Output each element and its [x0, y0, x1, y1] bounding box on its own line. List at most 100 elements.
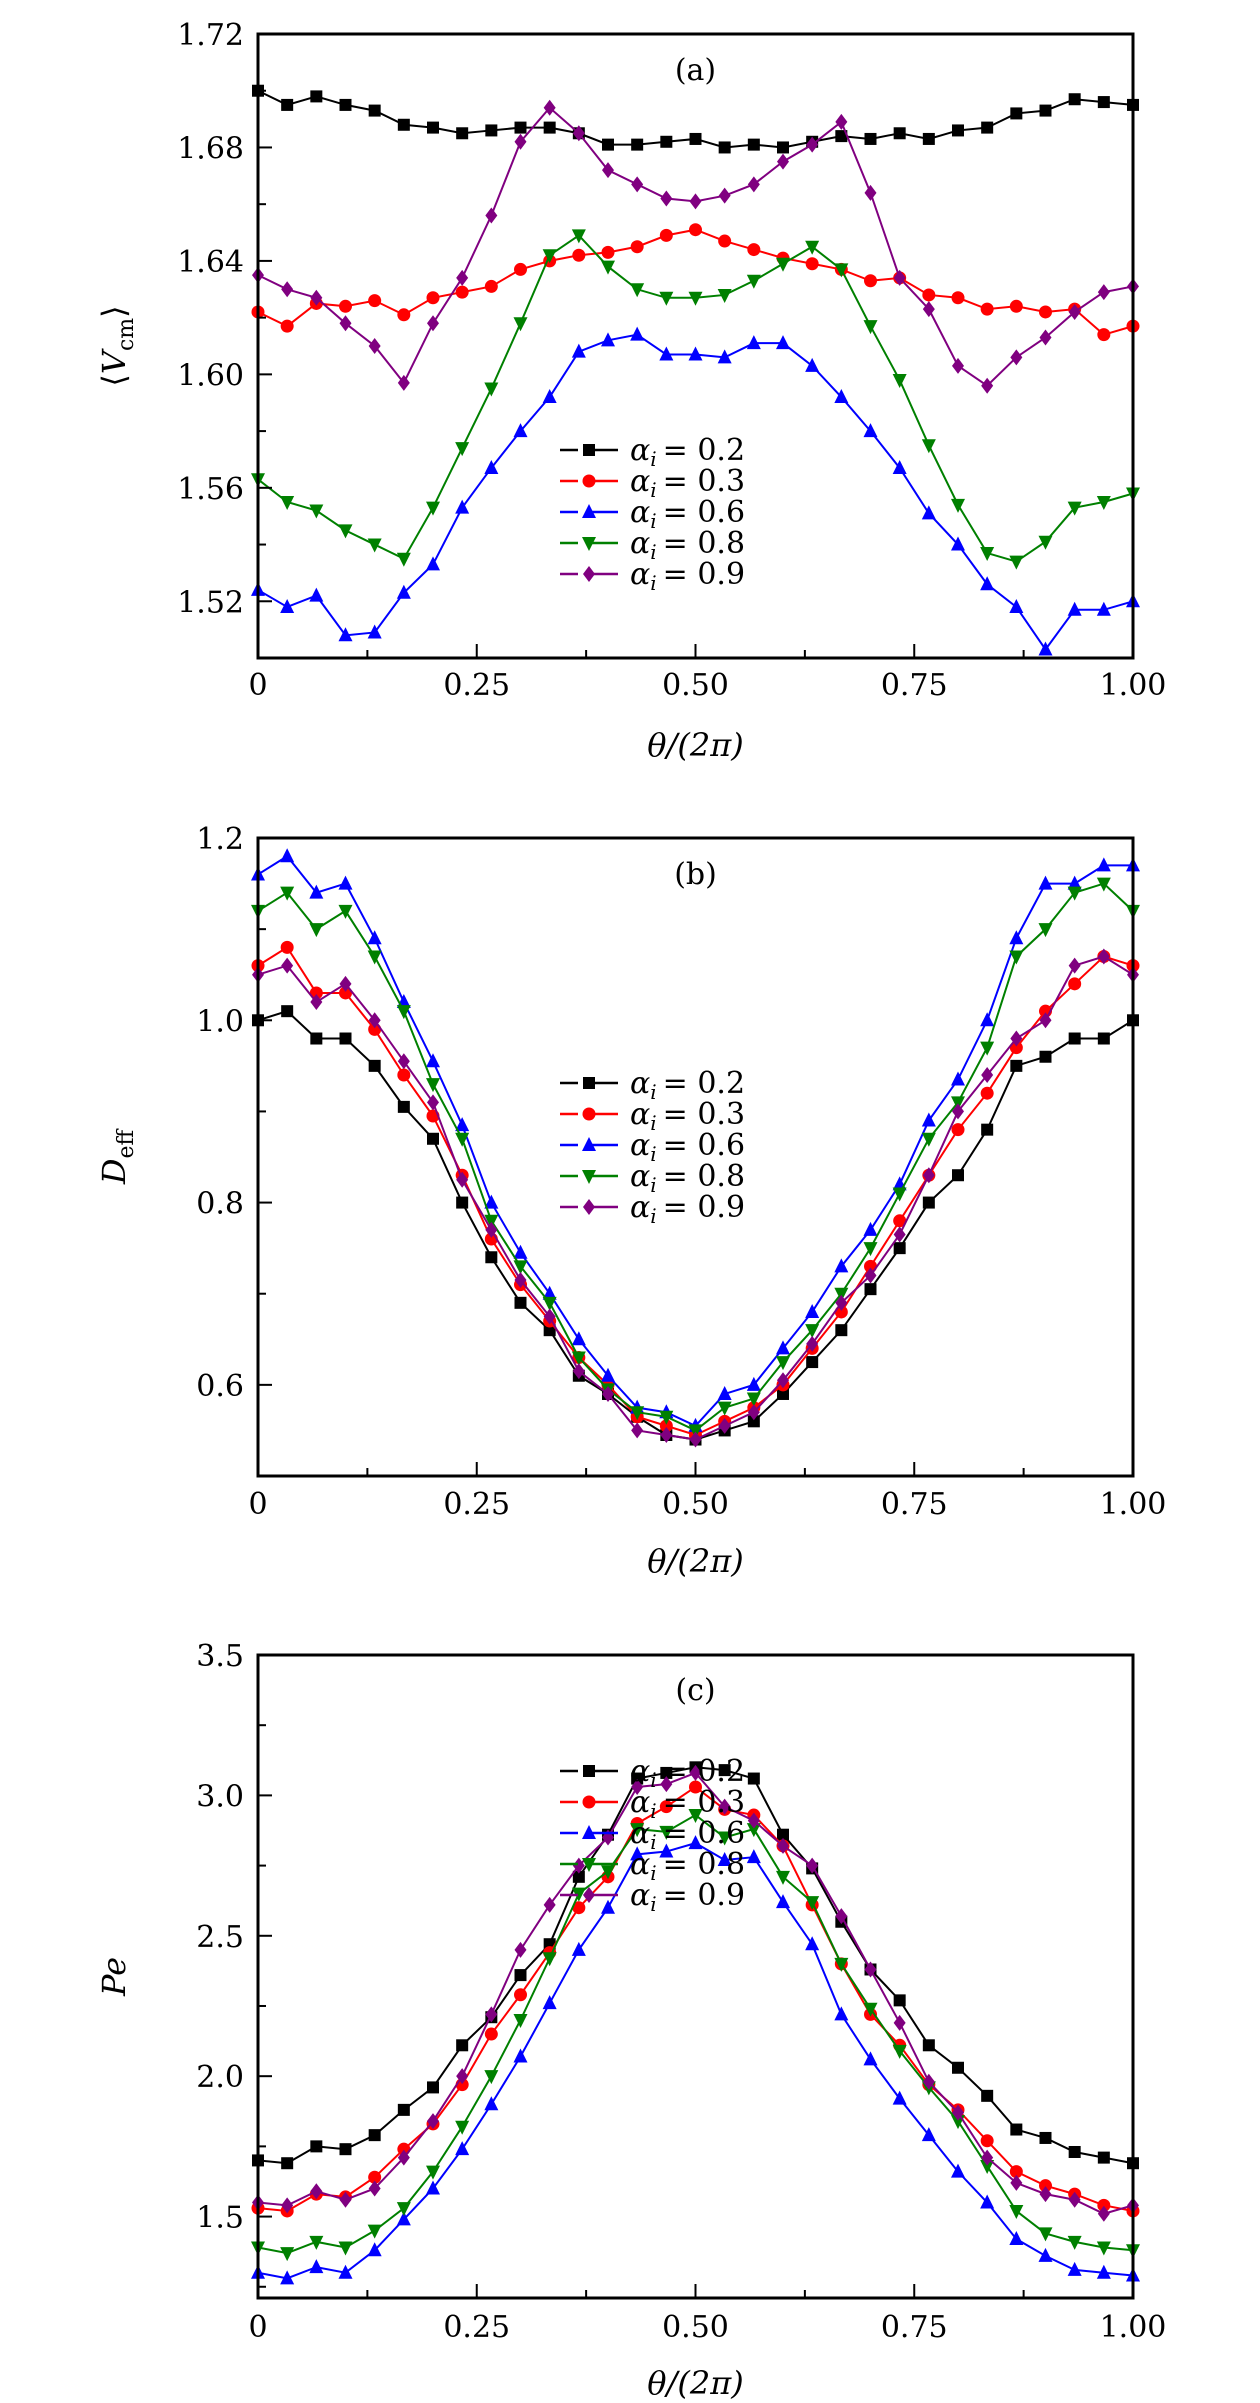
data-point — [746, 1823, 761, 1838]
data-point — [572, 1901, 586, 1915]
data-point — [747, 1415, 760, 1428]
legend-value: = 0.9 — [663, 1190, 745, 1225]
legend-marker — [583, 1199, 595, 1215]
data-point — [659, 1800, 673, 1814]
legend-symbol: α — [630, 526, 650, 561]
legend-label: αi = 0.8 — [630, 1847, 745, 1885]
data-point — [921, 2127, 936, 2142]
data-point — [630, 1846, 645, 1861]
data-point — [456, 1171, 469, 1188]
data-point — [339, 1032, 352, 1045]
series-4 — [252, 1764, 1139, 2222]
data-point — [602, 162, 614, 179]
data-point — [309, 923, 324, 938]
data-point — [1067, 2261, 1082, 2276]
data-point — [484, 1214, 499, 1229]
data-point — [746, 274, 761, 289]
data-point — [863, 423, 878, 438]
data-point — [980, 302, 994, 316]
legend-label: αi = 0.6 — [630, 1816, 745, 1854]
legend-value: = 0.6 — [663, 1816, 745, 1851]
data-point — [1067, 501, 1082, 516]
data-point — [571, 1887, 586, 1902]
legend: αi = 0.2αi = 0.3αi = 0.6αi = 0.8αi = 0.9 — [560, 1066, 745, 1228]
x-tick-label: 0.75 — [881, 1487, 948, 1522]
data-point — [455, 2120, 470, 2135]
data-point — [980, 2194, 995, 2209]
data-point — [513, 1244, 528, 1259]
data-point — [951, 498, 965, 513]
data-point — [835, 1324, 848, 1337]
data-point — [1039, 2186, 1052, 2203]
legend-label: αi = 0.2 — [630, 1754, 745, 1792]
legend-value: = 0.2 — [663, 433, 745, 468]
data-point — [952, 1169, 964, 1182]
data-point — [542, 1296, 557, 1311]
data-point — [718, 1798, 731, 1815]
data-point — [513, 2048, 528, 2063]
data-point — [339, 2143, 352, 2156]
data-point — [981, 1123, 994, 1136]
data-point — [981, 2149, 994, 2166]
data-point — [864, 184, 877, 201]
data-point — [484, 459, 499, 474]
data-point — [542, 1952, 557, 1967]
data-point — [368, 294, 382, 308]
data-point — [281, 2157, 294, 2170]
data-point — [922, 132, 935, 145]
data-point — [952, 357, 964, 374]
data-point — [339, 975, 352, 992]
legend-item: αi = 0.9 — [560, 1190, 745, 1228]
data-point — [776, 1356, 790, 1371]
data-point — [397, 374, 410, 391]
series-2 — [251, 326, 1140, 656]
data-point — [776, 257, 790, 272]
data-point — [455, 285, 469, 299]
data-point — [689, 193, 702, 210]
data-point — [1038, 875, 1053, 890]
legend-label: αi = 0.3 — [630, 464, 745, 502]
data-point — [455, 1132, 470, 1147]
legend-item: αi = 0.2 — [560, 1754, 745, 1792]
series-1 — [251, 223, 1140, 342]
legend-symbol: α — [630, 1878, 650, 1913]
data-point — [1096, 877, 1111, 892]
data-point — [542, 389, 557, 404]
series-4 — [252, 99, 1139, 394]
data-point — [921, 439, 936, 454]
legend-subscript: i — [650, 1142, 656, 1166]
data-point — [484, 382, 499, 397]
legend-item: αi = 0.3 — [560, 1785, 745, 1823]
data-point — [717, 349, 732, 364]
data-point — [456, 269, 469, 286]
legend-subscript: i — [650, 1204, 656, 1228]
data-point — [718, 234, 732, 248]
legend-label: αi = 0.6 — [630, 495, 745, 533]
series-3 — [251, 229, 1140, 570]
data-point — [456, 2039, 469, 2052]
legend-value: = 0.9 — [663, 1878, 745, 1913]
data-point — [455, 442, 470, 457]
data-point — [777, 141, 789, 154]
legend-symbol: α — [630, 1754, 650, 1789]
data-point — [310, 1032, 323, 1045]
data-point — [1038, 2227, 1053, 2242]
data-point — [397, 2149, 410, 2166]
y-label-main: Pe — [95, 1957, 133, 1997]
data-point — [834, 389, 849, 404]
data-point — [981, 2089, 994, 2102]
data-point — [864, 274, 877, 288]
data-point — [806, 1356, 819, 1369]
data-point — [746, 335, 761, 350]
data-point — [922, 301, 935, 318]
data-point — [718, 187, 731, 204]
data-point — [602, 138, 614, 151]
data-point — [892, 1187, 907, 1202]
data-point — [1067, 886, 1082, 901]
data-point — [747, 1812, 760, 1829]
data-point — [456, 1196, 469, 1209]
data-point — [1038, 2247, 1053, 2262]
data-point — [631, 138, 644, 151]
data-point — [514, 1296, 527, 1309]
data-point — [368, 1059, 381, 1072]
